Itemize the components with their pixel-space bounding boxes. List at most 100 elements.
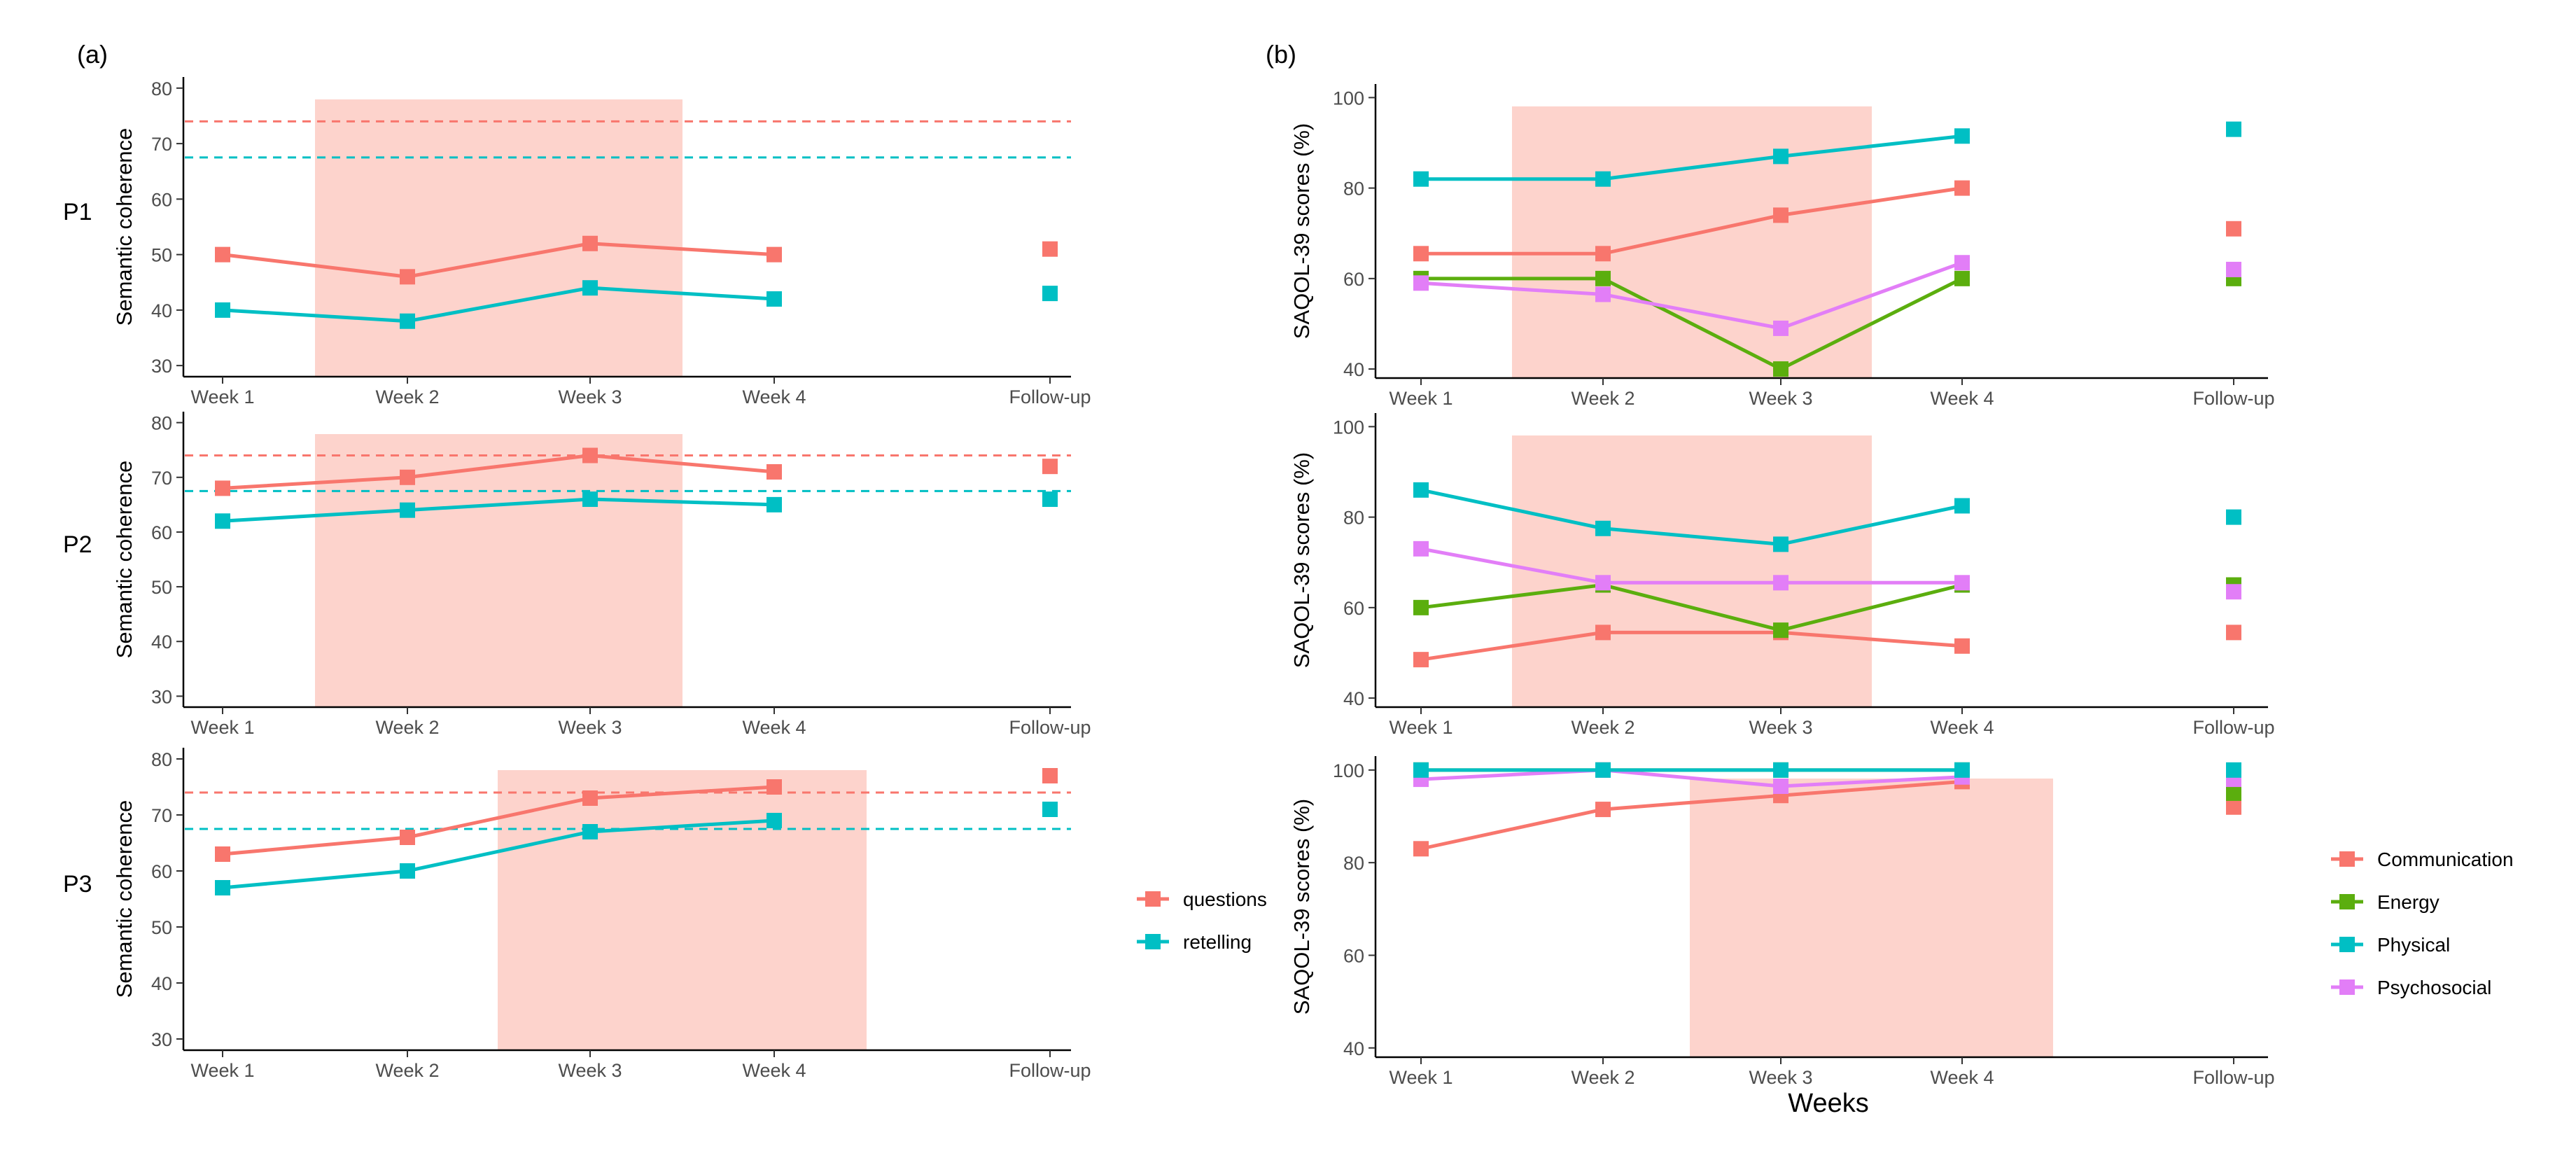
y-axis-title: SAQOL-39 scores (%) bbox=[1289, 123, 1314, 339]
series-line-communication bbox=[1420, 630, 1963, 662]
data-point-psychosocial bbox=[1595, 575, 1611, 591]
legend-label-energy: Energy bbox=[2377, 891, 2440, 913]
y-tick-label: 40 bbox=[151, 632, 172, 653]
series-line-physical bbox=[1421, 134, 1963, 181]
chart-3: 30 40 50 60 70 80 Week 1 Week 2 Week 3 Week 4 Foll… bbox=[63, 748, 1091, 1081]
x-tick-label: Week 2 bbox=[1571, 1067, 1634, 1088]
data-point-energy bbox=[1773, 622, 1788, 639]
y-tick-label: 40 bbox=[1343, 1038, 1364, 1059]
y-tick-label: 100 bbox=[1333, 88, 1364, 109]
followup-point-energy bbox=[2226, 785, 2241, 801]
data-point-communication bbox=[1413, 246, 1429, 262]
x-tick-label: Week 2 bbox=[375, 717, 439, 738]
y-tick-label: 40 bbox=[151, 973, 172, 994]
y-axis-title: Semantic coherence bbox=[112, 128, 136, 326]
data-point-physical bbox=[1595, 762, 1611, 778]
data-point-physical bbox=[1413, 762, 1429, 778]
y-tick-label: 60 bbox=[151, 522, 172, 543]
x-tick-label: Follow-up bbox=[2192, 717, 2274, 738]
x-tick-label: Week 4 bbox=[1930, 717, 1994, 738]
x-tick-label: Week 1 bbox=[1389, 717, 1452, 738]
y-tick-label: 100 bbox=[1333, 760, 1364, 781]
y-tick-label: 60 bbox=[151, 189, 172, 210]
followup-point-retelling bbox=[1042, 802, 1058, 817]
shaded-intervention-region bbox=[1690, 779, 2053, 1057]
data-point-retelling bbox=[766, 813, 782, 828]
data-point-questions bbox=[766, 463, 782, 480]
legend-panel-b: Communication Energy Physical Psychosocial bbox=[2331, 849, 2514, 998]
data-point-questions bbox=[400, 269, 415, 285]
y-tick-label: 30 bbox=[151, 356, 172, 377]
data-point-communication bbox=[1413, 652, 1429, 668]
data-point-retelling bbox=[215, 302, 230, 318]
chart-area: 30 40 50 60 70 80 Week 1 Week 2 Week 3 Week 4 Foll… bbox=[63, 77, 2275, 1088]
x-tick-label: Week 2 bbox=[375, 386, 439, 407]
followup-point-questions bbox=[1042, 459, 1058, 475]
x-tick-label: Week 1 bbox=[190, 386, 254, 407]
y-tick-label: 80 bbox=[1343, 853, 1364, 874]
data-point-retelling bbox=[766, 291, 782, 307]
series-line-psychosocial bbox=[1420, 260, 1963, 330]
shaded-intervention-region bbox=[1512, 435, 1872, 707]
data-point-questions bbox=[215, 246, 230, 263]
legend-key-marker-psychosocial bbox=[2339, 979, 2355, 995]
data-point-communication bbox=[1954, 638, 1970, 654]
y-axis-title: SAQOL-39 scores (%) bbox=[1289, 799, 1314, 1014]
series-line-questions bbox=[222, 454, 775, 490]
data-point-energy bbox=[1773, 361, 1788, 377]
x-tick-label: Week 3 bbox=[1749, 1067, 1812, 1088]
data-point-questions bbox=[400, 469, 415, 485]
series-line-energy bbox=[1420, 583, 1963, 632]
data-point-questions bbox=[766, 779, 782, 795]
data-point-physical bbox=[1595, 520, 1611, 536]
shaded-intervention-region bbox=[498, 770, 867, 1050]
chart-6: 40 60 80 100 Week 1 Week 2 Week 3 Week 4 Follow-… bbox=[1289, 756, 2275, 1088]
y-tick-label: 50 bbox=[151, 917, 172, 938]
legend-key-marker-retelling bbox=[1145, 934, 1161, 949]
followup-point-communication bbox=[2226, 221, 2241, 237]
data-point-physical bbox=[1773, 536, 1788, 552]
x-tick-label: Week 4 bbox=[742, 1060, 806, 1081]
legend-label-physical: Physical bbox=[2377, 934, 2450, 956]
x-tick-label: Week 3 bbox=[558, 1060, 622, 1081]
data-point-communication bbox=[1413, 841, 1429, 857]
y-tick-label: 80 bbox=[151, 749, 172, 770]
x-tick-label: Week 1 bbox=[190, 717, 254, 738]
x-tick-label: Week 3 bbox=[558, 386, 622, 407]
y-axis-title: SAQOL-39 scores (%) bbox=[1289, 452, 1314, 668]
data-point-psychosocial bbox=[1773, 779, 1788, 794]
y-tick-label: 70 bbox=[151, 805, 172, 826]
row-label-p3: P3 bbox=[63, 871, 92, 898]
data-point-communication bbox=[1954, 180, 1970, 196]
shaded-intervention-region bbox=[1512, 106, 1872, 378]
data-point-communication bbox=[1773, 207, 1788, 223]
data-point-questions bbox=[582, 790, 598, 806]
shaded-intervention-region bbox=[315, 434, 682, 707]
y-tick-label: 80 bbox=[1343, 508, 1364, 529]
data-point-psychosocial bbox=[1954, 255, 1970, 271]
y-axis-title: Semantic coherence bbox=[112, 461, 136, 659]
data-point-psychosocial bbox=[1413, 275, 1429, 291]
data-point-psychosocial bbox=[1595, 286, 1611, 302]
y-tick-label: 50 bbox=[151, 245, 172, 266]
shaded-intervention-region bbox=[315, 99, 682, 377]
series-line-communication bbox=[1421, 186, 1963, 256]
y-tick-label: 60 bbox=[1343, 945, 1364, 966]
followup-point-physical bbox=[2226, 762, 2241, 778]
x-tick-label: Week 1 bbox=[190, 1060, 254, 1081]
data-point-physical bbox=[1413, 171, 1429, 187]
data-point-questions bbox=[215, 846, 230, 862]
panel-a-label: (a) bbox=[77, 40, 108, 69]
series-line-retelling bbox=[222, 497, 775, 523]
series-line-communication bbox=[1420, 779, 1963, 851]
data-point-energy bbox=[1954, 270, 1970, 286]
y-tick-label: 40 bbox=[1343, 359, 1364, 380]
x-tick-label: Follow-up bbox=[2192, 1067, 2274, 1088]
data-point-physical bbox=[1954, 762, 1970, 778]
data-point-communication bbox=[1595, 625, 1611, 641]
y-axis-title: Semantic coherence bbox=[112, 800, 136, 998]
legend-label-communication: Communication bbox=[2377, 849, 2514, 870]
series-line-psychosocial bbox=[1420, 768, 1963, 788]
y-tick-label: 30 bbox=[151, 686, 172, 707]
